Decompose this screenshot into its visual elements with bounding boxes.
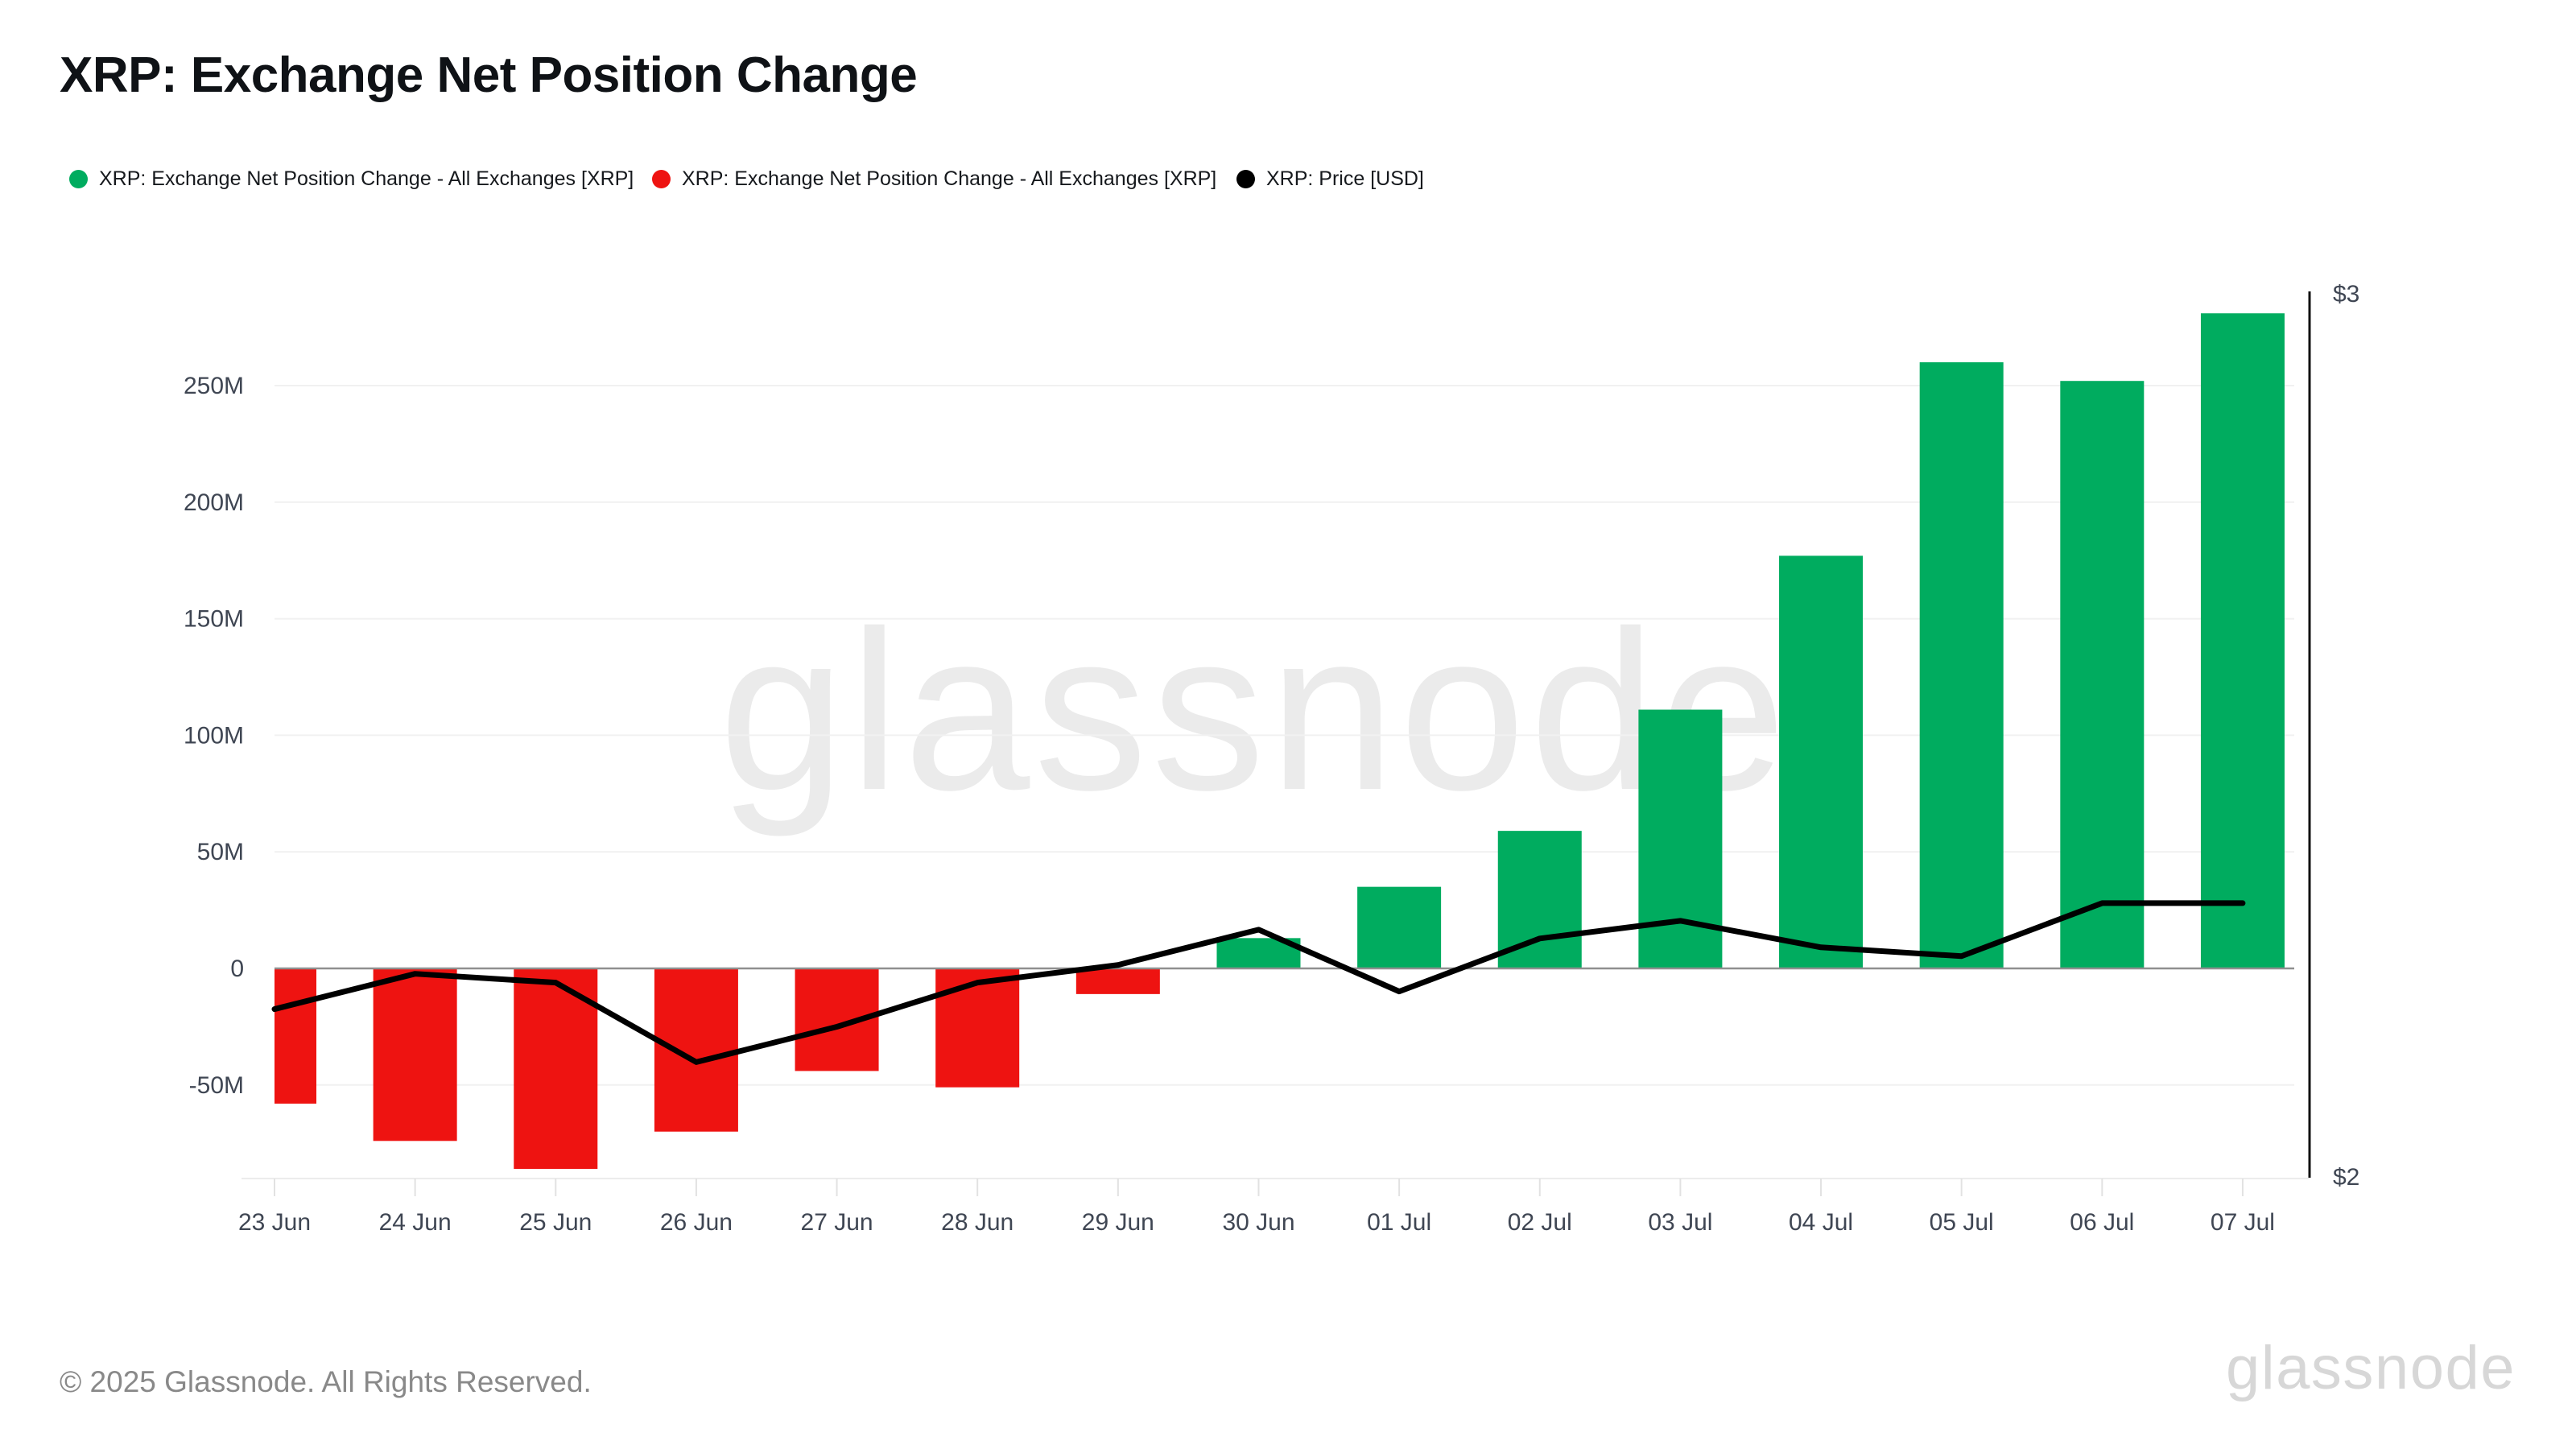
- legend-dot-green-icon: [69, 169, 88, 188]
- bars-group: [275, 313, 2285, 1170]
- price-line: [271, 900, 2246, 1065]
- y-axis-tick-label: 150M: [184, 606, 244, 633]
- x-axis-label: 06 Jul: [2070, 1209, 2134, 1236]
- legend-dot-red-icon: [652, 169, 671, 188]
- bar-02-jul: [1497, 831, 1582, 968]
- x-axis-label: 23 Jun: [238, 1209, 311, 1236]
- copyright-text: © 2025 Glassnode. All Rights Reserved.: [60, 1365, 592, 1398]
- y-axis-tick-label: 250M: [184, 373, 244, 399]
- bar-25-jun: [514, 968, 598, 1170]
- legend-label: XRP: Exchange Net Position Change - All …: [99, 167, 634, 190]
- bar-01-jul: [1357, 886, 1442, 968]
- legend-item-net-position-negative[interactable]: XRP: Exchange Net Position Change - All …: [652, 161, 1216, 196]
- price-axis-tick-label: $3: [2333, 281, 2359, 308]
- glassnode-watermark: glassnode: [719, 584, 1790, 837]
- x-axis-label: 03 Jul: [1648, 1209, 1712, 1236]
- bar-07-jul: [2200, 313, 2285, 968]
- x-axis-label: 02 Jul: [1508, 1209, 1572, 1236]
- glassnode-logo: glassnode: [2226, 1334, 2516, 1402]
- x-axis-label: 04 Jul: [1789, 1209, 1853, 1236]
- chart-legend: XRP: Exchange Net Position Change - All …: [0, 161, 2576, 196]
- price-axis-tick-label: $2: [2333, 1164, 2359, 1191]
- x-axis-label: 28 Jun: [941, 1209, 1013, 1236]
- y-axis-tick-label: 50M: [197, 839, 244, 865]
- bar-06-jul: [2060, 381, 2145, 968]
- x-axis-label: 24 Jun: [379, 1209, 452, 1236]
- y-axis-tick-label: 0: [230, 956, 244, 982]
- legend-item-net-position-positive[interactable]: XRP: Exchange Net Position Change - All …: [69, 161, 634, 196]
- legend-label: XRP: Exchange Net Position Change - All …: [682, 167, 1217, 190]
- x-axis-label: 25 Jun: [519, 1209, 592, 1236]
- bar-04-jul: [1779, 555, 1864, 968]
- x-axis-label: 05 Jul: [1930, 1209, 1994, 1236]
- x-axis-label: 27 Jun: [801, 1209, 873, 1236]
- page-title: XRP: Exchange Net Position Change: [60, 47, 918, 103]
- y-axis-tick-label: 100M: [184, 722, 244, 749]
- y-axis-tick-label: -50M: [189, 1072, 244, 1099]
- legend-label: XRP: Price [USD]: [1266, 167, 1424, 190]
- y-axis-tick-label: 200M: [184, 489, 244, 516]
- bar-29-jun: [1075, 968, 1160, 994]
- x-axis-label: 07 Jul: [2211, 1209, 2275, 1236]
- bar-28-jun: [935, 968, 1020, 1088]
- bar-24-jun: [373, 968, 457, 1141]
- legend-dot-black-icon: [1236, 169, 1255, 188]
- bar-23-jun: [275, 968, 316, 1104]
- legend-item-price[interactable]: XRP: Price [USD]: [1236, 161, 1424, 196]
- bar-26-jun: [654, 968, 738, 1132]
- x-axis-label: 26 Jun: [660, 1209, 733, 1236]
- x-axis-label: 01 Jul: [1367, 1209, 1431, 1236]
- x-axis-label: 30 Jun: [1222, 1209, 1294, 1236]
- x-axis-label: 29 Jun: [1082, 1209, 1154, 1236]
- bar-05-jul: [1919, 362, 2004, 968]
- bar-03-jul: [1638, 709, 1723, 968]
